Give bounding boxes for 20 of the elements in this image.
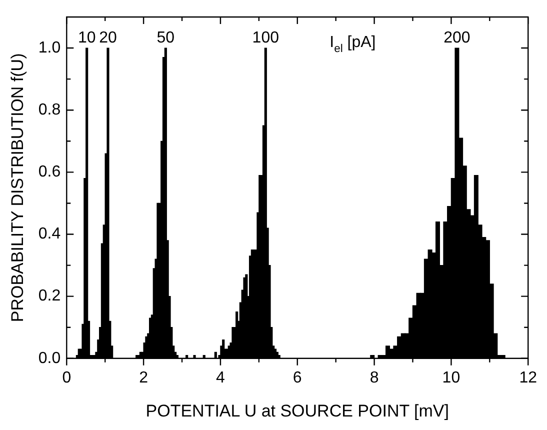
x-tick-label: 0 xyxy=(62,369,72,386)
y-axis-title: PROBABILITY DISTRIBUTION f(U) xyxy=(8,53,27,322)
y-tick-label: 0.8 xyxy=(38,102,61,119)
y-tick-label: 0.4 xyxy=(38,226,61,243)
annotation: 20 xyxy=(99,29,117,46)
y-tick-label: 1.0 xyxy=(38,39,61,56)
y-tick-label: 0.2 xyxy=(38,288,61,305)
x-axis-title: POTENTIAL U at SOURCE POINT [mV] xyxy=(146,401,449,420)
x-tick-label: 4 xyxy=(216,369,226,386)
x-tick-label: 8 xyxy=(370,369,379,386)
x-tick-label: 6 xyxy=(292,369,302,386)
x-tick-label: 2 xyxy=(139,369,148,386)
annotation: 200 xyxy=(444,29,470,46)
x-tick-label: 12 xyxy=(519,369,538,386)
x-tick-label: 10 xyxy=(442,369,460,386)
annotation: 50 xyxy=(156,29,175,46)
annotation: 10 xyxy=(78,29,96,46)
y-tick-label: 0.0 xyxy=(38,350,61,367)
y-tick-label: 0.6 xyxy=(38,164,61,181)
annotation: 100 xyxy=(252,29,280,46)
